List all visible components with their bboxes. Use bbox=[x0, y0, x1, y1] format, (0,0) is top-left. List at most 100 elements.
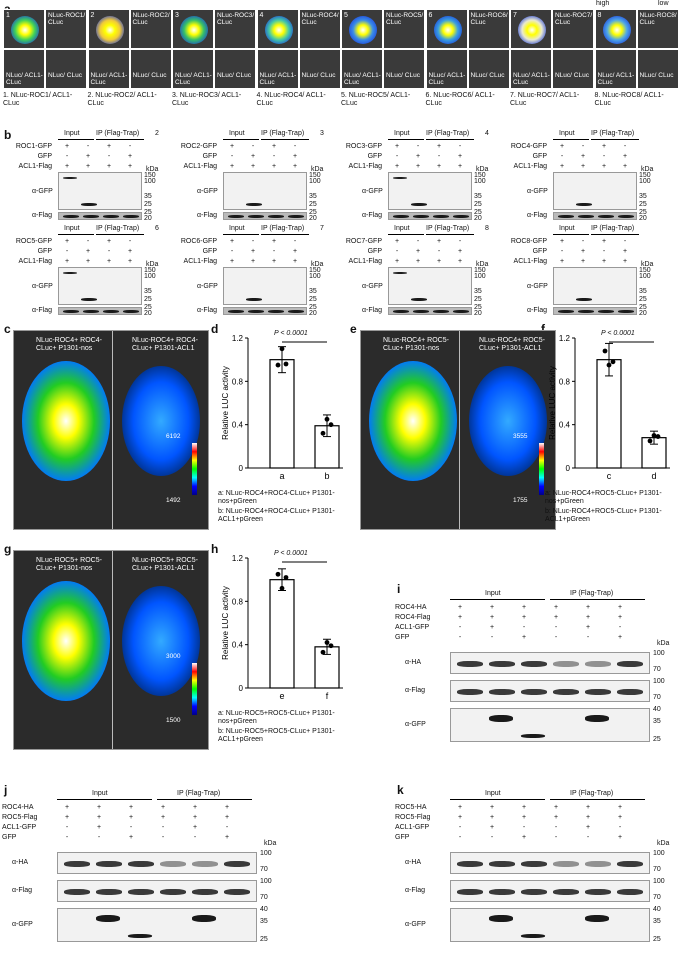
marker: 25 bbox=[639, 304, 647, 311]
sign: + bbox=[106, 258, 112, 265]
sign: + bbox=[192, 814, 198, 821]
sign: + bbox=[489, 614, 495, 621]
sign: + bbox=[106, 143, 112, 150]
antibody-flag: α-Flag bbox=[527, 307, 547, 314]
leaf-cell: NLuc/ CLuc bbox=[298, 49, 341, 89]
leaf-cell: NLuc/ CLuc bbox=[45, 49, 87, 89]
blot-number: 7 bbox=[320, 225, 324, 232]
cell-label: NLuc-ROC6/ CLuc bbox=[470, 12, 508, 26]
sign: + bbox=[489, 804, 495, 811]
cell-label: NLuc/ CLuc bbox=[470, 72, 505, 79]
marker: 20 bbox=[639, 310, 647, 317]
sign: - bbox=[395, 248, 399, 255]
band bbox=[585, 861, 611, 867]
data-point bbox=[328, 422, 334, 428]
data-point bbox=[279, 585, 285, 591]
coip-panel_k: Input IP (Flag-Trap) ROC5-HA + + + + + + ROC5-Fla… bbox=[395, 790, 685, 975]
kda-label: kDa bbox=[657, 640, 670, 647]
sign: - bbox=[65, 824, 69, 831]
sign: + bbox=[128, 814, 134, 821]
leaf-cell: NLuc-ROC4/ CLuc bbox=[298, 9, 341, 49]
sign: + bbox=[617, 604, 623, 611]
gfp-blot bbox=[58, 172, 142, 210]
sign: + bbox=[622, 258, 628, 265]
sign: + bbox=[553, 614, 559, 621]
sign: - bbox=[490, 634, 494, 641]
marker: 35 bbox=[474, 193, 482, 200]
antibody-gfp: α-GFP bbox=[32, 188, 53, 195]
sign: + bbox=[394, 238, 400, 245]
acl1-gfp-band bbox=[585, 715, 609, 722]
flag-band bbox=[433, 215, 449, 218]
divider bbox=[96, 139, 144, 140]
marker: 25 bbox=[309, 296, 317, 303]
sign: + bbox=[229, 238, 235, 245]
divider bbox=[58, 139, 94, 140]
marker: 25 bbox=[639, 209, 647, 216]
marker: 70 bbox=[653, 694, 661, 701]
cell-label: NLuc/ ACL1-CLuc bbox=[175, 72, 212, 86]
marker: 20 bbox=[309, 310, 317, 317]
sign: + bbox=[617, 834, 623, 841]
cell-label: NLuc-ROC5/ CLuc bbox=[386, 12, 424, 26]
antibody-gfp: α-GFP bbox=[197, 188, 218, 195]
sign: - bbox=[225, 824, 229, 831]
sign: - bbox=[560, 153, 564, 160]
sign: + bbox=[457, 614, 463, 621]
leaf-cell: NLuc/ CLuc bbox=[552, 49, 594, 89]
sign: + bbox=[617, 804, 623, 811]
leaf-cell: NLuc/ ACL1-CLuc bbox=[3, 49, 45, 89]
sign: + bbox=[96, 804, 102, 811]
sign: + bbox=[271, 238, 277, 245]
cell-label: NLuc/ ACL1-CLuc bbox=[344, 72, 381, 86]
luminescence-blob bbox=[95, 16, 124, 44]
leaf-label-right: NLuc-ROC4+ ROC5-CLuc+ P1301-ACL1 bbox=[479, 337, 545, 352]
kda-label: kDa bbox=[657, 840, 670, 847]
y-tick-label: 0.8 bbox=[232, 597, 244, 606]
fusion-band bbox=[63, 272, 77, 274]
blot-agfp bbox=[57, 908, 257, 942]
coip-blot-6: 6 Input IP (Flag-Trap) ROC6-GFP + - + - GFP - + - + A… bbox=[155, 225, 323, 317]
marker: 25 bbox=[309, 209, 317, 216]
band bbox=[553, 889, 579, 895]
bait-label: ROC6-GFP bbox=[180, 238, 217, 245]
marker: 70 bbox=[653, 866, 661, 873]
gfp-blot bbox=[388, 172, 472, 210]
divider bbox=[57, 799, 152, 800]
blot-number: 6 bbox=[155, 225, 159, 232]
leaf-cell: NLuc/ ACL1-CLuc bbox=[425, 49, 468, 89]
kda-label: kDa bbox=[264, 840, 277, 847]
divider bbox=[157, 799, 252, 800]
sign: + bbox=[585, 614, 591, 621]
flag-blot bbox=[58, 307, 142, 315]
sign: - bbox=[129, 824, 133, 831]
band bbox=[521, 861, 547, 867]
leaf-cell: NLuc/ ACL1-CLuc bbox=[87, 49, 130, 89]
sign: + bbox=[229, 143, 235, 150]
antibody-gfp: α-GFP bbox=[362, 188, 383, 195]
leaf-cell: NLuc-ROC3/ CLuc bbox=[214, 9, 256, 49]
divider bbox=[550, 599, 645, 600]
cell-label: NLuc/ CLuc bbox=[301, 72, 336, 79]
marker: 25 bbox=[309, 304, 317, 311]
sign: - bbox=[554, 624, 558, 631]
divider bbox=[450, 599, 545, 600]
y-tick-label: 0 bbox=[239, 464, 244, 473]
marker: 35 bbox=[144, 193, 152, 200]
flag-blot bbox=[223, 307, 307, 315]
divider bbox=[550, 799, 645, 800]
leaf-cell: NLuc-ROC1/ CLuc bbox=[45, 9, 87, 49]
flag-band bbox=[453, 310, 469, 313]
leaf-cell: NLuc/ CLuc bbox=[467, 49, 510, 89]
y-tick-label: 0 bbox=[566, 464, 571, 473]
leaf-cell: 5 bbox=[341, 9, 383, 49]
luminescence-blob bbox=[264, 16, 293, 44]
flag-band bbox=[103, 310, 119, 313]
sign: + bbox=[553, 604, 559, 611]
colorbar-min: 1492 bbox=[166, 497, 181, 504]
ip-label: IP (Flag-Trap) bbox=[591, 130, 635, 137]
sign: - bbox=[65, 834, 69, 841]
antibody-flag: α-Flag bbox=[197, 212, 217, 219]
leaf-cell: NLuc-ROC5/ CLuc bbox=[383, 9, 425, 49]
flag-band bbox=[453, 215, 469, 218]
